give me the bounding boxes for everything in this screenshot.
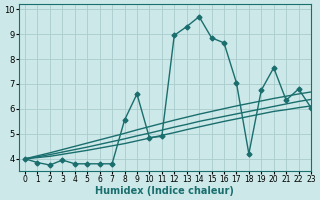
X-axis label: Humidex (Indice chaleur): Humidex (Indice chaleur) <box>95 186 234 196</box>
